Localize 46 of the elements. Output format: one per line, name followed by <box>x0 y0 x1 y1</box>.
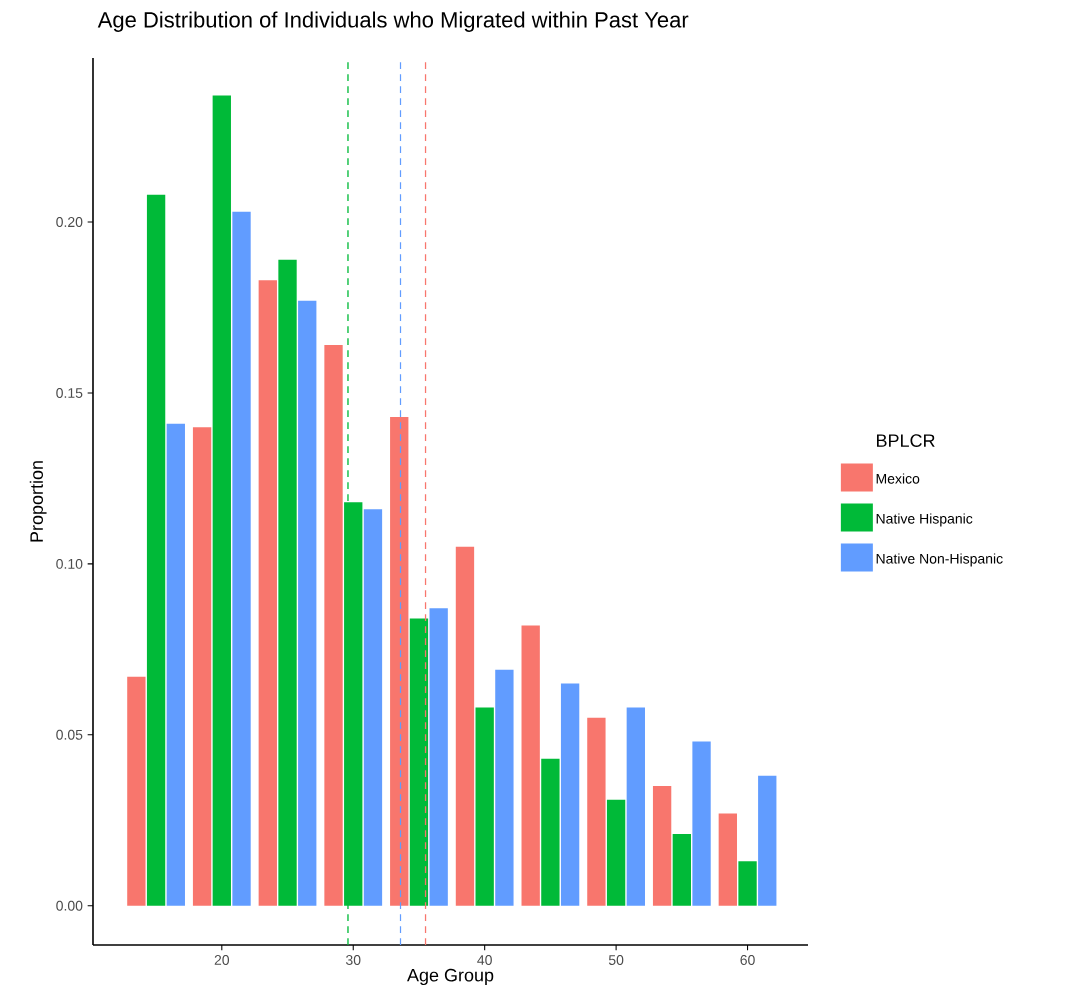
bar <box>495 669 514 906</box>
bar <box>363 509 383 906</box>
x-tick-label: 50 <box>608 955 624 965</box>
bar <box>606 799 626 906</box>
bar <box>758 775 777 906</box>
bar <box>232 211 251 906</box>
bar <box>521 625 540 906</box>
bar <box>738 861 757 906</box>
x-tick-label: 60 <box>740 955 755 965</box>
y-axis-title: Proportion <box>29 461 47 542</box>
bar <box>258 280 277 906</box>
bar <box>192 427 212 906</box>
x-tick-label: 40 <box>477 955 492 965</box>
bar <box>409 618 429 906</box>
y-tick-label: 0.20 <box>56 217 83 228</box>
chart-title: Age Distribution of Individuals who Migrated within Past Year <box>97 11 689 32</box>
legend-label: Mexico <box>876 473 920 484</box>
x-tick-label: 20 <box>214 955 230 965</box>
bar <box>298 300 317 906</box>
bar <box>324 345 343 906</box>
bar <box>560 683 580 906</box>
x-axis-title: Age Group <box>407 968 494 986</box>
bar <box>455 546 475 906</box>
bar <box>278 259 297 906</box>
bar <box>672 833 691 906</box>
legend-title: BPLCR <box>877 434 935 447</box>
bar <box>127 676 146 906</box>
bar <box>475 707 494 906</box>
bar <box>390 416 409 906</box>
legend-label: Native Hispanic <box>876 513 973 527</box>
bar <box>146 194 166 906</box>
y-tick-label: 0.05 <box>56 729 83 740</box>
y-tick-label: 0.15 <box>56 388 83 398</box>
bar <box>587 717 606 906</box>
bar <box>718 813 737 906</box>
y-tick-label: 0.10 <box>56 558 83 569</box>
bar <box>429 608 448 906</box>
x-tick-label: 30 <box>345 955 361 965</box>
bar <box>212 95 231 906</box>
bar <box>692 741 711 906</box>
bar <box>652 786 672 906</box>
bar <box>541 758 560 906</box>
legend-label: Native Non-Hispanic <box>876 553 1003 567</box>
bar <box>166 423 185 906</box>
y-tick-label: 0.00 <box>56 900 83 911</box>
bar <box>626 707 645 906</box>
